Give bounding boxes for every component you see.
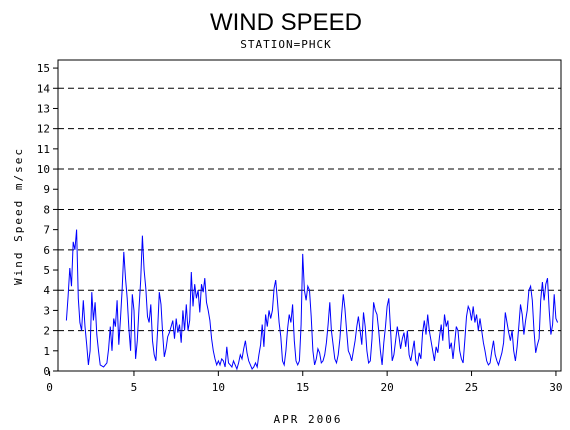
y-tick-label: 0 — [43, 365, 50, 378]
y-tick-label: 12 — [37, 123, 50, 136]
y-tick-label: 3 — [43, 304, 50, 317]
y-tick-label: 10 — [37, 163, 50, 176]
x-tick-label: 10 — [212, 381, 225, 394]
x-axis: 0 5 10 15 20 25 30 — [46, 371, 563, 394]
x-tick-label: 0 — [46, 381, 53, 394]
x-tick-label: 20 — [381, 381, 394, 394]
y-tick-label: 15 — [37, 62, 50, 75]
x-tick-label: 25 — [465, 381, 478, 394]
y-tick-label: 7 — [43, 224, 50, 237]
wind-speed-series-line — [65, 229, 559, 371]
y-tick-label: 14 — [37, 82, 51, 95]
y-tick-label: 1 — [43, 345, 50, 358]
chart-subtitle: STATION=PHCK — [240, 38, 331, 51]
y-tick-label: 13 — [37, 102, 50, 115]
y-tick-label: 4 — [43, 284, 50, 297]
y-tick-label: 5 — [43, 264, 50, 277]
plot-frame — [57, 59, 562, 372]
y-tick-label: 8 — [43, 203, 50, 216]
y-axis-label: Wind Speed m/sec — [12, 147, 25, 285]
y-tick-label: 9 — [43, 183, 50, 196]
x-tick-label: 15 — [296, 381, 309, 394]
y-tick-label: 6 — [43, 244, 50, 257]
y-tick-label: 11 — [37, 143, 50, 156]
x-tick-label: 5 — [131, 381, 138, 394]
x-axis-label: APR 2006 — [274, 413, 343, 426]
x-tick-label: 30 — [549, 381, 562, 394]
y-tick-label: 2 — [43, 325, 50, 338]
chart-title: WIND SPEED — [210, 9, 362, 36]
